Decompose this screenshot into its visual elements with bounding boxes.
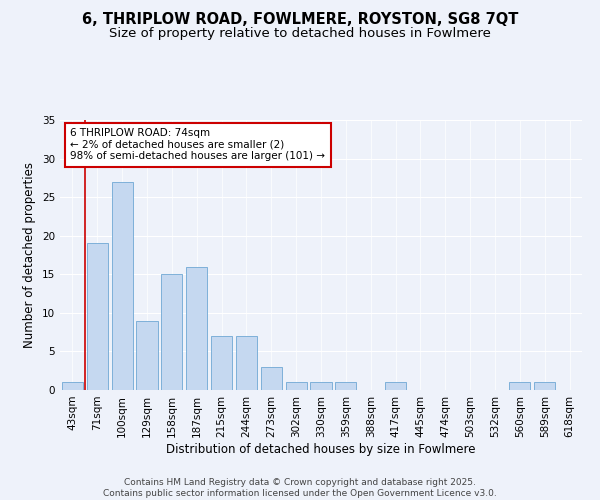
Bar <box>261 367 282 390</box>
Bar <box>161 274 182 390</box>
Bar <box>385 382 406 390</box>
Text: Contains HM Land Registry data © Crown copyright and database right 2025.
Contai: Contains HM Land Registry data © Crown c… <box>103 478 497 498</box>
Bar <box>236 336 257 390</box>
Bar <box>112 182 133 390</box>
Text: Size of property relative to detached houses in Fowlmere: Size of property relative to detached ho… <box>109 28 491 40</box>
Y-axis label: Number of detached properties: Number of detached properties <box>23 162 37 348</box>
Bar <box>534 382 555 390</box>
Bar <box>211 336 232 390</box>
Text: 6, THRIPLOW ROAD, FOWLMERE, ROYSTON, SG8 7QT: 6, THRIPLOW ROAD, FOWLMERE, ROYSTON, SG8… <box>82 12 518 28</box>
Bar <box>335 382 356 390</box>
Bar <box>62 382 83 390</box>
Bar <box>286 382 307 390</box>
Bar <box>509 382 530 390</box>
X-axis label: Distribution of detached houses by size in Fowlmere: Distribution of detached houses by size … <box>166 442 476 456</box>
Bar <box>186 266 207 390</box>
Text: 6 THRIPLOW ROAD: 74sqm
← 2% of detached houses are smaller (2)
98% of semi-detac: 6 THRIPLOW ROAD: 74sqm ← 2% of detached … <box>70 128 325 162</box>
Bar <box>136 320 158 390</box>
Bar <box>310 382 332 390</box>
Bar <box>87 244 108 390</box>
